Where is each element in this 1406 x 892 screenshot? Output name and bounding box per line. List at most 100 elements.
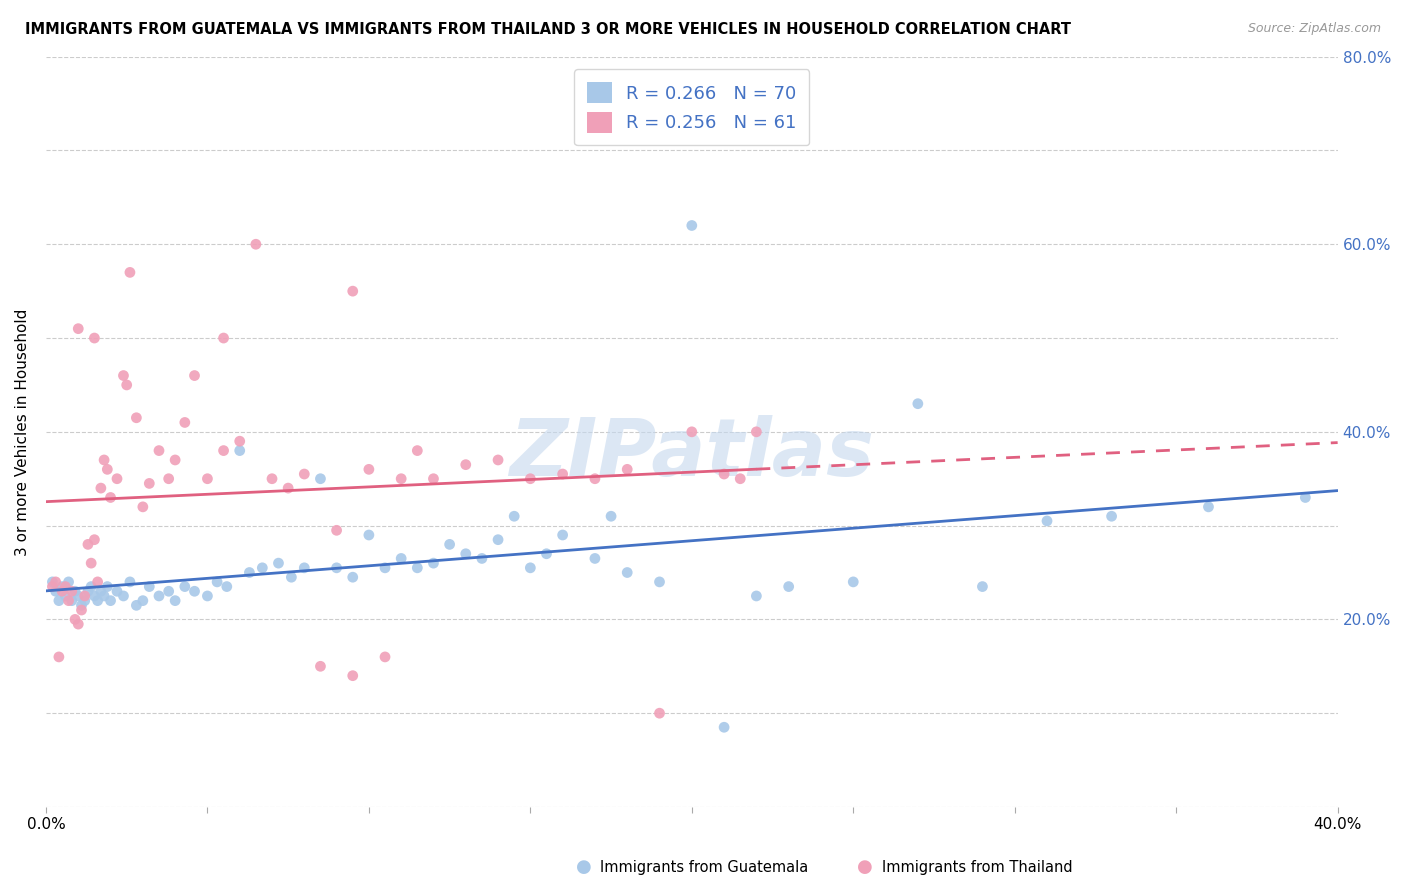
Point [48, 649, 70, 664]
Point [132, 593, 155, 607]
Point [325, 524, 347, 538]
Point [1198, 500, 1220, 514]
Point [51, 580, 73, 594]
Point [100, 593, 122, 607]
Point [713, 720, 735, 734]
Point [148, 443, 170, 458]
Point [183, 368, 205, 383]
Point [309, 659, 332, 673]
Point [551, 467, 574, 481]
Point [454, 547, 477, 561]
Point [342, 570, 364, 584]
Point [53, 589, 76, 603]
Point [309, 472, 332, 486]
Point [842, 574, 865, 589]
Point [745, 425, 768, 439]
Point [389, 551, 412, 566]
Point [228, 434, 250, 449]
Point [519, 472, 541, 486]
Point [280, 570, 302, 584]
Point [357, 462, 380, 476]
Point [96, 580, 118, 594]
Text: ●: ● [856, 858, 873, 876]
Point [125, 410, 148, 425]
Point [60, 584, 83, 599]
Point [86, 574, 108, 589]
Point [342, 668, 364, 682]
Point [681, 425, 703, 439]
Point [422, 556, 444, 570]
Point [486, 533, 509, 547]
Point [80, 580, 103, 594]
Point [45, 574, 67, 589]
Point [648, 706, 671, 721]
Point [471, 551, 494, 566]
Point [325, 561, 347, 575]
Point [212, 443, 235, 458]
Point [503, 509, 526, 524]
Text: IMMIGRANTS FROM GUATEMALA VS IMMIGRANTS FROM THAILAND 3 OR MORE VEHICLES IN HOUS: IMMIGRANTS FROM GUATEMALA VS IMMIGRANTS … [25, 22, 1071, 37]
Point [93, 589, 115, 603]
Point [972, 580, 994, 594]
Point [125, 599, 148, 613]
Point [616, 462, 638, 476]
Point [148, 589, 170, 603]
Point [183, 584, 205, 599]
Point [83, 533, 105, 547]
Point [252, 561, 274, 575]
Point [165, 593, 187, 607]
Point [138, 580, 160, 594]
Text: Immigrants from Thailand: Immigrants from Thailand [882, 860, 1073, 874]
Point [83, 589, 105, 603]
Point [173, 416, 195, 430]
Point [277, 481, 299, 495]
Point [70, 603, 93, 617]
Point [90, 481, 112, 495]
Point [51, 584, 73, 599]
Text: Immigrants from Guatemala: Immigrants from Guatemala [600, 860, 808, 874]
Legend: R = 0.266   N = 70, R = 0.256   N = 61: R = 0.266 N = 70, R = 0.256 N = 61 [574, 70, 810, 145]
Point [67, 589, 90, 603]
Point [77, 584, 100, 599]
Point [41, 574, 63, 589]
Point [63, 584, 86, 599]
Point [745, 589, 768, 603]
Point [616, 566, 638, 580]
Point [53, 580, 76, 594]
Point [292, 467, 315, 481]
Point [80, 556, 103, 570]
Point [907, 397, 929, 411]
Point [245, 237, 267, 252]
Point [728, 472, 751, 486]
Point [212, 331, 235, 345]
Point [173, 580, 195, 594]
Point [157, 584, 180, 599]
Point [118, 574, 141, 589]
Point [58, 593, 80, 607]
Text: Source: ZipAtlas.com: Source: ZipAtlas.com [1247, 22, 1381, 36]
Point [118, 265, 141, 279]
Point [73, 589, 96, 603]
Text: ●: ● [575, 858, 592, 876]
Point [600, 509, 623, 524]
Point [267, 556, 290, 570]
Point [519, 561, 541, 575]
Point [115, 378, 138, 392]
Point [648, 574, 671, 589]
Point [197, 589, 219, 603]
Point [342, 284, 364, 298]
Point [157, 472, 180, 486]
Point [439, 537, 461, 551]
Point [70, 599, 93, 613]
Point [486, 453, 509, 467]
Point [67, 321, 90, 335]
Point [93, 453, 115, 467]
Point [45, 584, 67, 599]
Point [63, 612, 86, 626]
Point [260, 472, 283, 486]
Point [83, 331, 105, 345]
Point [205, 574, 228, 589]
Point [105, 584, 128, 599]
Point [536, 547, 558, 561]
Y-axis label: 3 or more Vehicles in Household: 3 or more Vehicles in Household [15, 308, 30, 556]
